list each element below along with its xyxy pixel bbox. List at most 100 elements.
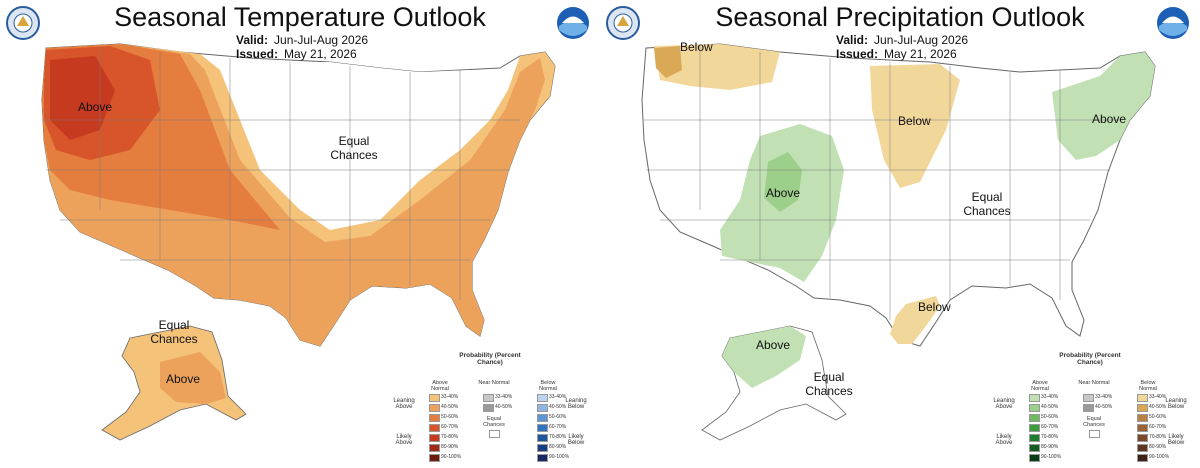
valid-value: Jun-Jul-Aug 2026: [874, 33, 969, 47]
legend-title: Probability (Percent Chance): [1059, 352, 1121, 366]
legend-likely-below: Likely Below: [567, 434, 585, 446]
legend-leaning-above: Leaning Above: [393, 398, 415, 410]
legend-swatch-below-0: [537, 394, 548, 402]
legend-step-label-above-1: 40-50%: [1041, 404, 1059, 410]
legend-below-col: Below Normal: [539, 380, 557, 392]
legend-leaning-above: Leaning Above: [993, 398, 1015, 410]
alaska-above-region: [722, 326, 806, 388]
legend-likely-below: Likely Below: [1167, 434, 1185, 446]
temperature-title: Seasonal Temperature Outlook: [114, 2, 486, 32]
noaa-logo-icon: [557, 7, 589, 39]
legend-step-label-below-5: 80-90%: [1149, 444, 1167, 450]
legend-swatch-above-5: [1029, 444, 1040, 452]
legend-swatch-above-6: [1029, 454, 1040, 462]
precip-label-above-sw: Above: [766, 186, 801, 200]
noaa-logo-icon: [1157, 7, 1189, 39]
legend-swatch-above-3: [429, 424, 440, 432]
legend-step-label-near-1: 40-50%: [495, 404, 513, 410]
legend-swatch-below-0: [1137, 394, 1148, 402]
issued-line: Issued: May 21, 2026: [236, 47, 357, 61]
legend-step-label-above-1: 40-50%: [441, 404, 459, 410]
legend-ec-swatch: [1089, 430, 1100, 438]
legend-swatch-above-2: [1029, 414, 1040, 422]
legend-swatch-above-4: [1029, 434, 1040, 442]
legend-step-label-above-2: 50-60%: [441, 414, 459, 420]
precipitation-panel: Seasonal Precipitation Outlook Valid: Jun…: [600, 0, 1200, 468]
legend-swatch-near-0: [483, 394, 494, 402]
legend-step-label-below-4: 70-80%: [1149, 434, 1167, 440]
legend-swatch-above-0: [429, 394, 440, 402]
valid-label: Valid:: [236, 33, 269, 47]
alaska-40-region: [160, 352, 226, 404]
legend-step-label-below-2: 50-60%: [549, 414, 567, 420]
legend-swatch-below-6: [537, 454, 548, 462]
issued-value: May 21, 2026: [284, 47, 357, 61]
legend-swatch-below-1: [537, 404, 548, 412]
legend-swatch-above-5: [429, 444, 440, 452]
legend-near-col: Near Normal: [1078, 380, 1110, 386]
legend-step-label-near-0: 33-40%: [1095, 394, 1113, 400]
legend-step-label-above-6: 90-100%: [441, 454, 462, 460]
valid-label: Valid:: [836, 33, 869, 47]
legend-swatch-below-5: [537, 444, 548, 452]
legend-swatch-below-1: [1137, 404, 1148, 412]
temp-ec-region: [228, 62, 498, 222]
doc-seal-icon: [606, 6, 640, 40]
legend-swatch-above-1: [429, 404, 440, 412]
legend-swatch-below-4: [1137, 434, 1148, 442]
precip-above-ne: [1052, 52, 1155, 160]
legend-step-label-below-5: 80-90%: [549, 444, 567, 450]
legend-step-label-above-0: 33-40%: [1041, 394, 1059, 400]
legend-likely-above: Likely Above: [395, 434, 413, 446]
legend-swatch-below-4: [537, 434, 548, 442]
issued-line: Issued: May 21, 2026: [836, 47, 957, 61]
legend-leaning-below: Leaning Below: [565, 398, 587, 410]
legend-step-label-above-2: 50-60%: [1041, 414, 1059, 420]
valid-value: Jun-Jul-Aug 2026: [274, 33, 369, 47]
legend-step-label-above-5: 80-90%: [1041, 444, 1059, 450]
precip-label-equal-mid: Equal Chances: [963, 190, 1011, 218]
precipitation-legend: Probability (Percent Chance) Above Norma…: [985, 352, 1195, 464]
legend-step-label-below-0: 33-40%: [1149, 394, 1167, 400]
legend-swatch-above-1: [1029, 404, 1040, 412]
legend-below-col: Below Normal: [1139, 380, 1157, 392]
legend-equal-chances: Equal Chances: [1083, 416, 1105, 428]
legend-step-label-above-3: 60-70%: [441, 424, 459, 430]
legend-step-label-above-6: 90-100%: [1041, 454, 1062, 460]
legend-swatch-near-0: [1083, 394, 1094, 402]
legend-near-col: Near Normal: [478, 380, 510, 386]
legend-swatch-above-0: [1029, 394, 1040, 402]
doc-seal-icon: [6, 6, 40, 40]
legend-step-label-below-0: 33-40%: [549, 394, 567, 400]
precip-label-below-mid: Below: [898, 114, 931, 128]
precip-label-equal-ak: Equal Chances: [805, 370, 853, 398]
legend-step-label-below-6: 90-100%: [549, 454, 570, 460]
legend-step-label-below-3: 60-70%: [549, 424, 567, 430]
legend-swatch-above-3: [1029, 424, 1040, 432]
legend-above-col: Above Normal: [1031, 380, 1049, 392]
legend-step-label-below-4: 70-80%: [549, 434, 567, 440]
legend-swatch-below-2: [537, 414, 548, 422]
legend-step-label-below-6: 90-100%: [1149, 454, 1170, 460]
legend-swatch-below-5: [1137, 444, 1148, 452]
valid-line: Valid: Jun-Jul-Aug 2026: [836, 33, 968, 47]
precipitation-title: Seasonal Precipitation Outlook: [715, 2, 1085, 32]
legend-step-label-below-3: 60-70%: [1149, 424, 1167, 430]
state-lines: [644, 46, 1120, 320]
legend-step-label-below-1: 40-50%: [1149, 404, 1167, 410]
precip-above-sw-40: [764, 152, 802, 212]
temperature-map: [41, 43, 556, 441]
legend-swatch-above-6: [429, 454, 440, 462]
legend-ec-swatch: [489, 430, 500, 438]
legend-swatch-below-3: [537, 424, 548, 432]
legend-above-col: Above Normal: [431, 380, 449, 392]
legend-step-label-above-4: 70-80%: [1041, 434, 1059, 440]
valid-line: Valid: Jun-Jul-Aug 2026: [236, 33, 368, 47]
legend-step-label-below-1: 40-50%: [549, 404, 567, 410]
precip-below-mid: [870, 64, 960, 188]
legend-swatch-near-1: [1083, 404, 1094, 412]
temp-label-above-ak: Above: [166, 372, 201, 386]
legend-leaning-below: Leaning Below: [1165, 398, 1187, 410]
precip-below-nw-40: [654, 46, 682, 78]
